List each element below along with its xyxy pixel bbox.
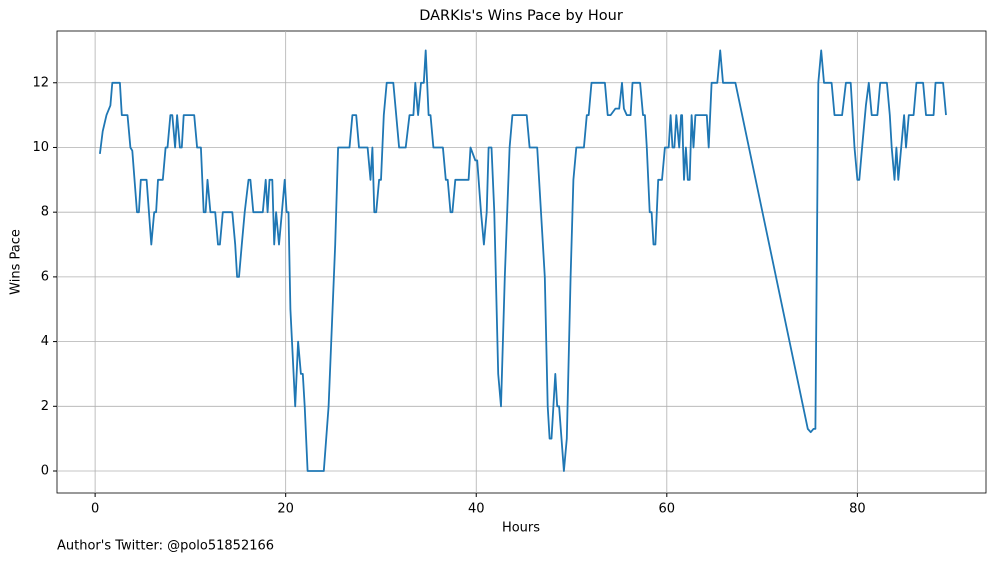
x-tick-label: 40: [468, 502, 485, 517]
x-tick-label: 80: [849, 502, 866, 517]
y-tick-label: 4: [41, 334, 49, 349]
plot-frame: [56, 30, 987, 494]
y-tick-label: 2: [41, 399, 49, 414]
y-tick-label: 0: [41, 464, 49, 479]
x-tick-label: 60: [659, 502, 676, 517]
y-tick-label: 10: [32, 140, 49, 155]
x-tick-label: 0: [91, 502, 99, 517]
y-tick-label: 8: [41, 205, 49, 220]
footnote: Author's Twitter: @polo51852166: [57, 539, 274, 554]
x-tick-label: 20: [277, 502, 294, 517]
data-line: [99, 49, 947, 472]
chart-title: DARKIs's Wins Pace by Hour: [419, 8, 623, 24]
x-axis-label: Hours: [502, 521, 540, 536]
y-tick-label: 12: [32, 75, 49, 90]
y-tick-label: 6: [41, 269, 49, 284]
y-axis-label: Wins Pace: [9, 229, 24, 295]
